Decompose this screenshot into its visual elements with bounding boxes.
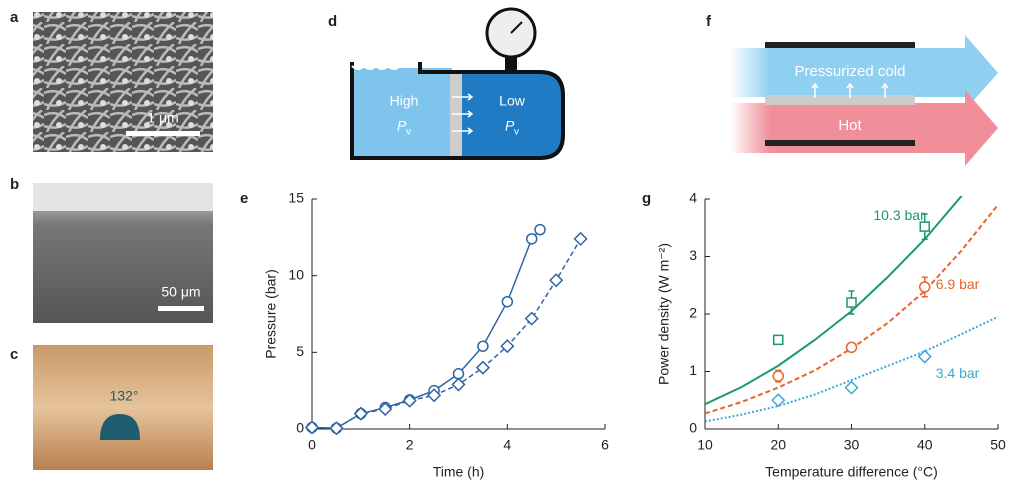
panel-label: g (642, 190, 651, 207)
subscript: v (406, 127, 411, 138)
y-tick-label: 1 (689, 362, 697, 378)
y-tick-label: 2 (689, 305, 697, 321)
y-tick-label: 0 (296, 420, 304, 436)
marker (501, 295, 514, 308)
x-tick-label: 6 (601, 437, 609, 453)
marker (477, 340, 489, 352)
stream-label: Pressurized cold (795, 63, 906, 80)
y-tick-label: 4 (689, 190, 697, 206)
series-line (311, 238, 582, 429)
scale-text: 1 μm (147, 110, 178, 126)
x-tick-label: 0 (308, 437, 316, 453)
marker (402, 393, 417, 408)
marker (917, 349, 932, 364)
marker (549, 273, 564, 288)
marker (573, 231, 588, 246)
y-axis-label: Power density (W m⁻²) (656, 243, 672, 385)
y-tick-label: 10 (288, 266, 304, 282)
sem-image (33, 12, 213, 152)
marker (304, 420, 320, 435)
symbol: P (397, 118, 407, 134)
marker (500, 339, 515, 354)
scale-text: 50 μm (161, 284, 200, 300)
y-tick-label: 3 (689, 247, 697, 263)
side-label: Low (499, 93, 526, 109)
marker (772, 370, 784, 382)
heat-exchanger (730, 35, 998, 166)
x-tick-label: 2 (406, 437, 414, 453)
photo (33, 345, 213, 470)
y-tick-label: 5 (296, 343, 304, 359)
x-axis-label: Temperature difference (°C) (765, 464, 938, 480)
series-line (311, 229, 541, 429)
panel-label: d (328, 13, 337, 30)
marker (329, 421, 344, 436)
chart: e 0 2 4 6 0 5 10 15 Time (h) Pressure (bar) (240, 190, 609, 480)
series-label: 3.4 bar (936, 365, 980, 381)
y-axis-label: Pressure (bar) (263, 269, 279, 358)
marker (475, 360, 490, 375)
marker (919, 281, 931, 293)
marker (427, 388, 442, 403)
y-tick-label: 15 (288, 190, 304, 206)
series-label: 10.3 bar (873, 207, 925, 223)
side-label: High (390, 93, 419, 109)
panel-label: f (706, 13, 712, 30)
marker (526, 233, 538, 245)
marker (771, 393, 786, 408)
panel-label: b (10, 176, 19, 193)
marker (844, 380, 859, 395)
panel-label: c (10, 346, 18, 363)
scale-bar (126, 131, 200, 136)
marker (845, 341, 858, 354)
marker (353, 406, 368, 421)
stream-label: Hot (838, 117, 862, 134)
marker (451, 377, 466, 392)
marker (452, 368, 465, 380)
marker (524, 311, 539, 326)
droplet (100, 414, 140, 440)
x-axis-label: Time (h) (433, 464, 485, 480)
x-tick-label: 30 (844, 437, 860, 453)
x-tick-label: 10 (697, 437, 713, 453)
y-tick-label: 0 (689, 420, 697, 436)
x-tick-label: 20 (770, 437, 786, 453)
marker (534, 223, 546, 236)
osmosis-diagram (350, 7, 565, 160)
marker (378, 402, 393, 417)
panel-label: a (10, 9, 19, 26)
symbol: P (505, 118, 515, 134)
marker (919, 221, 930, 232)
marker (773, 334, 784, 346)
marker (846, 297, 857, 308)
surface (33, 183, 213, 211)
scale-bar (158, 306, 204, 311)
fit-line (705, 315, 999, 423)
x-tick-label: 40 (917, 437, 933, 453)
x-tick-label: 4 (503, 437, 511, 453)
series-label: 6.9 bar (936, 276, 980, 292)
panel-label: e (240, 190, 248, 207)
x-tick-label: 50 (990, 437, 1006, 453)
chart: g 10 20 30 40 50 0 1 2 3 4 Temperature difference (… (642, 190, 1006, 480)
angle-text: 132° (110, 388, 139, 404)
subscript: v (514, 127, 519, 138)
